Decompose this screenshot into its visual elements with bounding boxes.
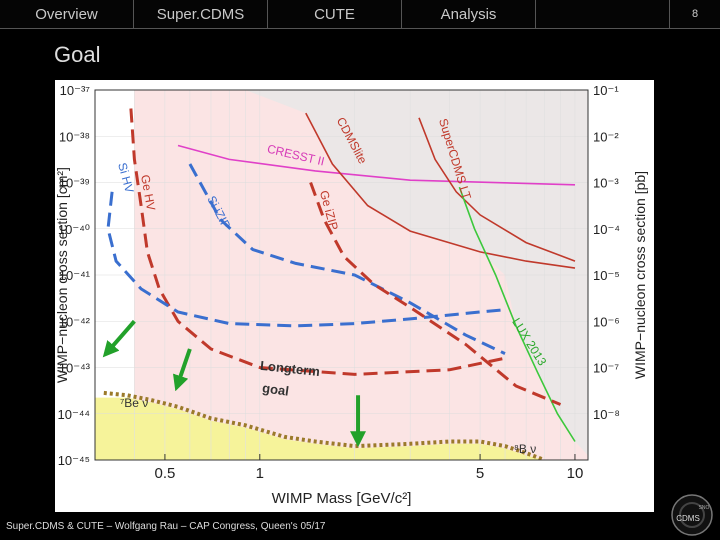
y-tick-label-right: 10⁻⁷ — [593, 361, 619, 376]
top-navigation: Overview Super.CDMS CUTE Analysis 8 — [0, 0, 720, 30]
y-axis-label-right: WIMP−nucleon cross section [pb] — [632, 171, 648, 379]
cdms-logo: CDMS SNO — [670, 493, 714, 537]
page-number: 8 — [670, 0, 720, 29]
tab-cute[interactable]: CUTE — [268, 0, 402, 29]
tab-blank[interactable] — [536, 0, 670, 29]
x-tick-label: 0.5 — [154, 465, 175, 482]
series-ge-hv — [129, 108, 506, 376]
y-tick-label-left: 10⁻⁴⁰ — [58, 222, 90, 237]
y-tick-label-right: 10⁻⁴ — [593, 222, 620, 237]
curve-label: ⁸B ν — [514, 442, 536, 456]
series-cdmslite — [305, 112, 576, 269]
tab-analysis[interactable]: Analysis — [402, 0, 536, 29]
y-tick-label-right: 10⁻¹ — [593, 83, 619, 98]
y-axis-label-left: WIMP−nucleon cross section [cm²] — [55, 167, 70, 383]
neutrino-floor — [95, 397, 545, 460]
plot-frame — [94, 89, 589, 461]
x-tick-label: 5 — [476, 465, 484, 482]
y-tick-label-right: 10⁻⁵ — [593, 268, 620, 283]
y-tick-label-left: 10⁻⁴³ — [59, 361, 91, 376]
tab-overview[interactable]: Overview — [0, 0, 134, 29]
curve-label: Ge HV — [138, 174, 158, 212]
logo-text: CDMS — [676, 514, 700, 523]
logo-small-text: SNO — [699, 505, 710, 511]
y-tick-label-left: 10⁻⁴⁵ — [58, 453, 90, 468]
green-arrow — [102, 319, 136, 358]
y-tick-label-left: 10⁻⁴¹ — [59, 268, 91, 283]
y-tick-label-left: 10⁻³⁷ — [60, 83, 91, 98]
y-tick-label-right: 10⁻⁶ — [593, 314, 620, 329]
slide-footer: Super.CDMS & CUTE – Wolfgang Rau – CAP C… — [6, 521, 326, 532]
y-tick-label-right: 10⁻³ — [593, 176, 619, 191]
goal-annotation: Longterm — [259, 358, 320, 379]
exclusion-plot: CRESST II CDMSlite SuperCDMS LT LUX 2013 Si … — [55, 80, 654, 512]
logo-graphic: CDMS SNO — [671, 494, 713, 536]
series-ge-izip — [309, 181, 562, 406]
green-arrow — [172, 348, 192, 392]
y-tick-label-left: 10⁻⁴² — [59, 314, 91, 329]
goal-annotation-line2: goal — [261, 380, 290, 399]
y-tick-label-left: 10⁻⁴⁴ — [58, 407, 91, 422]
x-tick-label: 1 — [256, 465, 264, 482]
slide-title: Goal — [54, 42, 101, 67]
tab-supercdms[interactable]: Super.CDMS — [134, 0, 268, 29]
y-tick-label-left: 10⁻³⁸ — [59, 129, 90, 144]
series-cresst-ii — [177, 144, 576, 186]
excluded-region — [245, 90, 588, 456]
curve-label: ⁷Be ν — [120, 396, 148, 410]
curve-label: Si HV — [115, 161, 136, 194]
x-tick-label: 10 — [567, 465, 584, 482]
series-supercdms-lt — [418, 117, 576, 262]
series-si-izip — [188, 163, 506, 355]
y-tick-label-left: 10⁻³⁹ — [59, 176, 90, 191]
y-tick-label-right: 10⁻² — [593, 129, 619, 144]
x-axis-label: WIMP Mass [GeV/c²] — [272, 490, 412, 507]
series-long-term-goal — [103, 390, 546, 460]
series-lux-2013 — [458, 186, 576, 442]
y-tick-label-right: 10⁻⁸ — [593, 407, 620, 422]
